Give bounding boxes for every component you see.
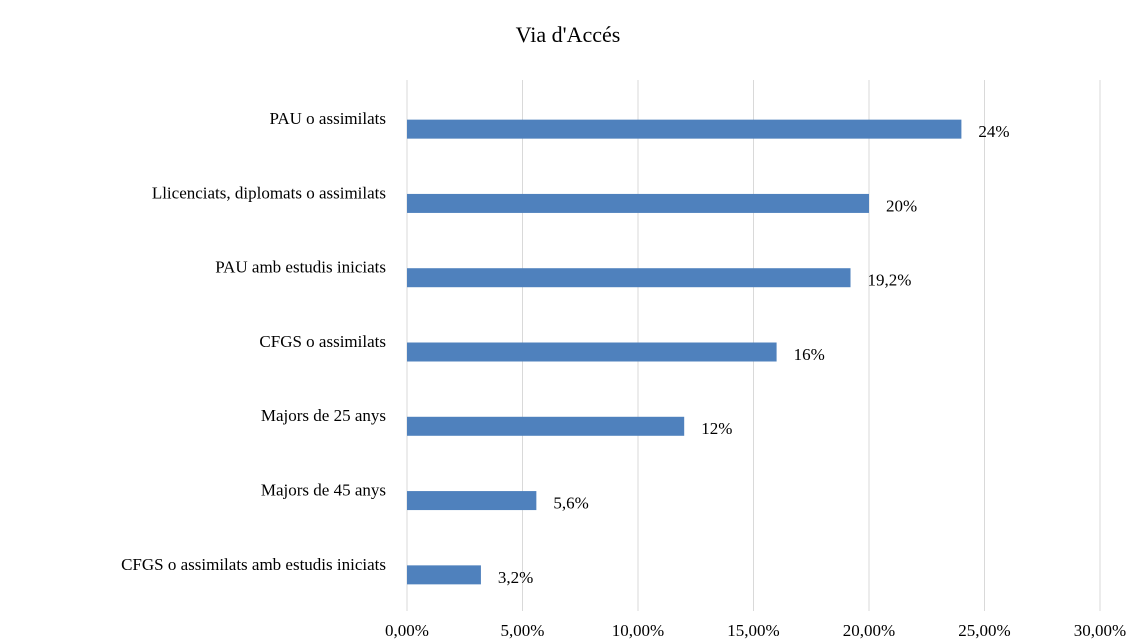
y-tick-label: Majors de 45 anys xyxy=(261,480,386,499)
data-label: 19,2% xyxy=(868,271,912,290)
x-tick-label: 0,00% xyxy=(385,621,429,639)
data-label: 20% xyxy=(886,196,917,215)
bar xyxy=(407,565,481,585)
x-tick-label: 5,00% xyxy=(501,621,545,639)
data-label: 3,2% xyxy=(498,568,533,587)
data-label: 5,6% xyxy=(553,493,588,512)
bar xyxy=(407,491,537,511)
y-tick-label: PAU o assimilats xyxy=(269,109,386,128)
bar xyxy=(407,119,962,139)
y-tick-label: Llicenciats, diplomats o assimilats xyxy=(152,183,386,202)
bar xyxy=(407,268,851,288)
data-label: 12% xyxy=(701,419,732,438)
x-tick-label: 10,00% xyxy=(612,621,664,639)
data-label: 24% xyxy=(978,122,1009,141)
x-tick-label: 20,00% xyxy=(843,621,895,639)
chart-title: Via d'Accés xyxy=(516,22,621,47)
x-tick-label: 25,00% xyxy=(958,621,1010,639)
x-tick-label: 15,00% xyxy=(727,621,779,639)
y-tick-label: Majors de 25 anys xyxy=(261,406,386,425)
bar xyxy=(407,416,685,436)
y-tick-label: CFGS o assimilats xyxy=(259,332,386,351)
y-tick-label: PAU amb estudis iniciats xyxy=(215,258,386,277)
data-label: 16% xyxy=(794,345,825,364)
bar xyxy=(407,342,777,362)
x-tick-label: 30,00% xyxy=(1074,621,1126,639)
y-tick-label: CFGS o assimilats amb estudis iniciats xyxy=(121,555,386,574)
bar xyxy=(407,193,869,213)
